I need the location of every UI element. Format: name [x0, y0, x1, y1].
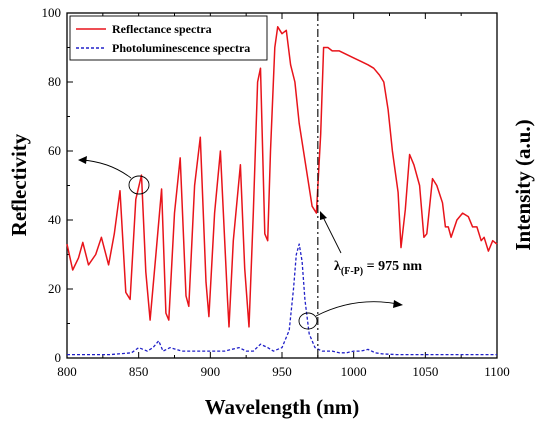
reflectance-marker-circle — [128, 175, 150, 195]
legend-pl-label: Photoluminescence spectra — [112, 41, 250, 55]
x-tick-label: 900 — [201, 364, 221, 379]
reflectance-series-line — [66, 26, 498, 328]
x-axis-title: Wavelength (nm) — [205, 395, 360, 419]
y-tick-label: 100 — [42, 5, 62, 20]
fp-annotation: λ(F-P) = 975 nm — [334, 259, 422, 277]
legend: Reflectance spectra Photoluminescence sp… — [69, 15, 268, 61]
pl-arrow — [315, 301, 399, 317]
y-tick-label: 40 — [48, 212, 61, 227]
fp-pointer-head — [320, 211, 327, 220]
pl-marker-circle — [298, 312, 318, 330]
x-tick-label: 800 — [57, 364, 77, 379]
photoluminescence-series-line — [67, 243, 497, 356]
reflectance-arrow-head — [78, 156, 87, 164]
pl-arrow-head — [393, 300, 403, 308]
y-tick-label: 80 — [48, 74, 61, 89]
x-tick-label: 1050 — [412, 364, 438, 379]
y-tick-label: 0 — [55, 350, 62, 365]
y2-axis-title: Intensity (a.u.) — [511, 119, 535, 250]
fp-annotation-sub: (F-P) — [341, 266, 363, 277]
x-tick-label: 1100 — [484, 364, 510, 379]
y-axis-title: Reflectivity — [7, 133, 31, 236]
y-tick-label: 20 — [48, 281, 61, 296]
fp-annotation-rest: = 975 nm — [363, 259, 422, 274]
x-tick-label: 850 — [129, 364, 149, 379]
legend-reflectance-label: Reflectance spectra — [112, 22, 212, 36]
x-tick-label: 1000 — [341, 364, 367, 379]
fp-annotation-main: λ — [334, 259, 341, 274]
y-tick-label: 60 — [48, 143, 61, 158]
fp-pointer-line — [321, 214, 342, 254]
reflectance-arrow — [81, 159, 132, 179]
x-tick-label: 950 — [272, 364, 292, 379]
legend-box — [69, 15, 268, 61]
series-layer — [66, 26, 498, 356]
